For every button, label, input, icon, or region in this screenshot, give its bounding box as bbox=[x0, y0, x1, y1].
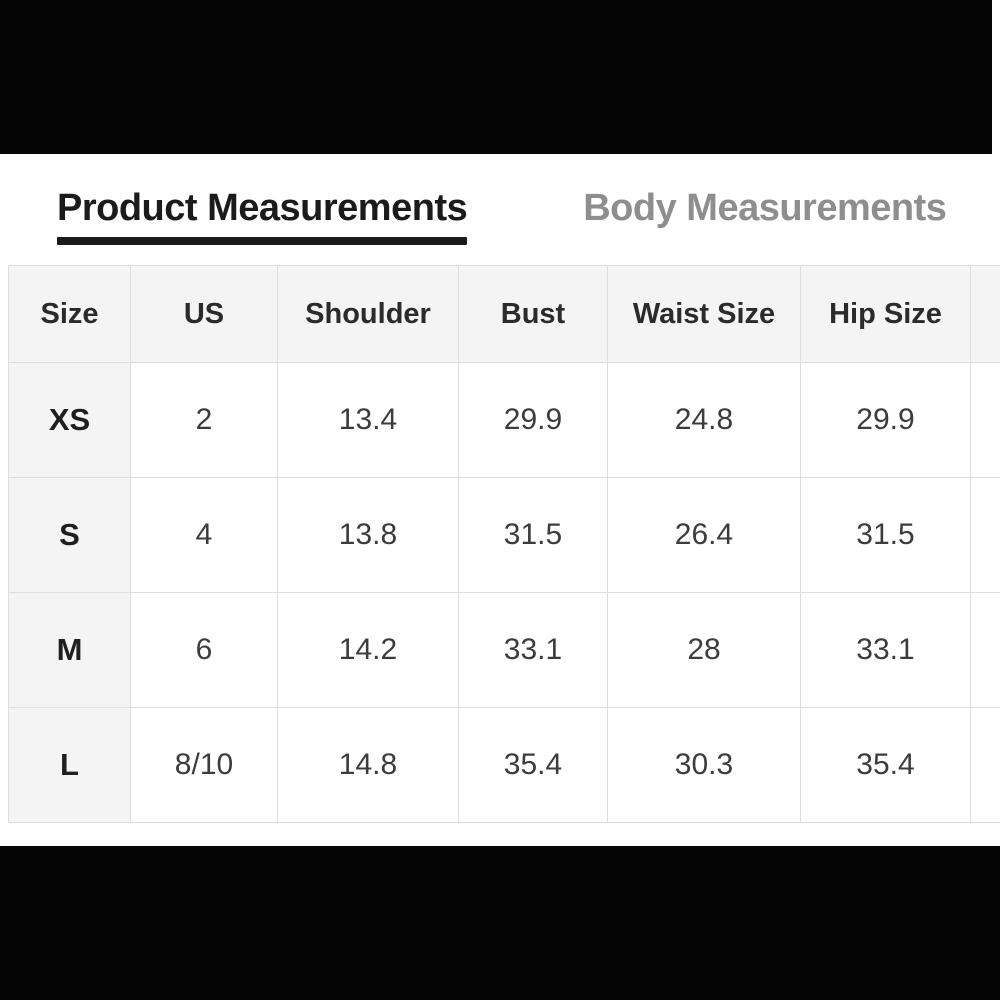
table-cell: 26.4 bbox=[607, 477, 801, 593]
size-chart-table: Size US Shoulder Bust Waist Size Hip Siz… bbox=[8, 265, 1000, 823]
table-cell: 28 bbox=[607, 592, 801, 708]
size-label-cell: M bbox=[8, 592, 131, 708]
table-row-xs: XS 2 13.4 29.9 24.8 29.9 bbox=[8, 362, 1000, 478]
table-header-row: Size US Shoulder Bust Waist Size Hip Siz… bbox=[8, 265, 1000, 363]
table-cell: 35.4 bbox=[458, 707, 608, 823]
tab-product-measurements[interactable]: Product Measurements bbox=[57, 187, 468, 245]
tab-product-measurements-label: Product Measurements bbox=[57, 187, 468, 229]
table-cell: 33.1 bbox=[800, 592, 971, 708]
tab-body-measurements-label: Body Measurements bbox=[583, 187, 947, 229]
active-tab-underline bbox=[57, 237, 468, 245]
table-cell: 6 bbox=[130, 592, 278, 708]
table-row-s: S 4 13.8 31.5 26.4 31.5 bbox=[8, 477, 1000, 593]
table-row-m: M 6 14.2 33.1 28 33.1 bbox=[8, 592, 1000, 708]
table-cell: 14.2 bbox=[277, 592, 459, 708]
table-cell: 4 bbox=[130, 477, 278, 593]
column-header-hip-size: Hip Size bbox=[800, 265, 971, 363]
table-cell: 24.8 bbox=[607, 362, 801, 478]
table-cell: 33.1 bbox=[458, 592, 608, 708]
size-chart-table-container: Size US Shoulder Bust Waist Size Hip Siz… bbox=[8, 265, 1000, 824]
measurement-tabs: Product Measurements Body Measurements bbox=[0, 154, 1000, 265]
size-label-cell: XS bbox=[8, 362, 131, 478]
table-cell: 8/10 bbox=[130, 707, 278, 823]
table-cell: 30.3 bbox=[607, 707, 801, 823]
column-header-waist-size: Waist Size bbox=[607, 265, 801, 363]
bottom-letterbox-bar bbox=[0, 846, 1000, 1000]
column-header-size: Size bbox=[8, 265, 131, 363]
table-cell bbox=[970, 362, 1000, 478]
table-cell: 13.4 bbox=[277, 362, 459, 478]
table-cell: 14.8 bbox=[277, 707, 459, 823]
table-cell bbox=[970, 592, 1000, 708]
size-label-cell: S bbox=[8, 477, 131, 593]
column-header-bust: Bust bbox=[458, 265, 608, 363]
table-row-l: L 8/10 14.8 35.4 30.3 35.4 bbox=[8, 707, 1000, 823]
table-cell: 31.5 bbox=[800, 477, 971, 593]
table-cell: 31.5 bbox=[458, 477, 608, 593]
table-cell bbox=[970, 707, 1000, 823]
top-letterbox-bar bbox=[0, 0, 992, 154]
table-cell: 29.9 bbox=[800, 362, 971, 478]
tab-body-measurements[interactable]: Body Measurements bbox=[583, 187, 947, 230]
table-cell: 35.4 bbox=[800, 707, 971, 823]
table-cell bbox=[970, 477, 1000, 593]
column-header-partial: S bbox=[970, 265, 1000, 363]
column-header-shoulder: Shoulder bbox=[277, 265, 459, 363]
table-cell: 2 bbox=[130, 362, 278, 478]
table-cell: 13.8 bbox=[277, 477, 459, 593]
column-header-us: US bbox=[130, 265, 278, 363]
table-cell: 29.9 bbox=[458, 362, 608, 478]
size-label-cell: L bbox=[8, 707, 131, 823]
